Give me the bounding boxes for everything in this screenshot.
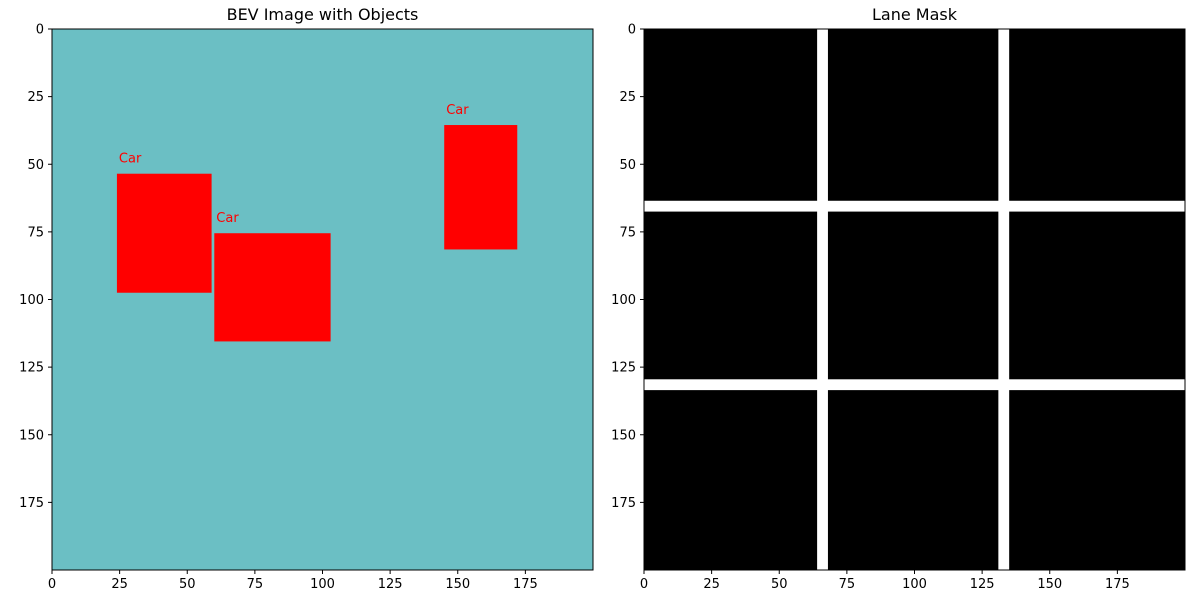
lane-mask-panel: 0 25 50 75 100 125 150 175 0 25 50 75 100 125 150 175 La…	[611, 5, 1186, 592]
x-tick-label: 125	[378, 577, 403, 592]
car-label: Car	[119, 152, 142, 167]
x-tick-label: 75	[247, 577, 264, 592]
x-tick-label: 25	[703, 577, 720, 592]
y-tick-label: 150	[611, 428, 636, 443]
y-tick-label: 75	[619, 225, 636, 240]
car-box	[214, 233, 331, 342]
x-tick-label: 25	[111, 577, 128, 592]
vertical-lane-line	[998, 29, 1010, 570]
y-tick-label: 100	[19, 293, 44, 308]
y-tick-label: 25	[619, 90, 636, 105]
y-tick-label: 75	[27, 225, 44, 240]
horizontal-lane-line	[644, 200, 1185, 212]
x-tick-label: 100	[902, 577, 927, 592]
x-tick-label: 0	[48, 577, 56, 592]
y-tick-label: 175	[19, 496, 44, 511]
y-tick-label: 25	[27, 90, 44, 105]
car-box	[444, 125, 518, 250]
bev-image-panel: Car Car Car 0 25 50 75 100 125 150 175 0 25 50 75 100 12…	[19, 5, 594, 592]
car-label: Car	[216, 211, 239, 226]
x-tick-label: 175	[1105, 577, 1130, 592]
horizontal-lane-line	[644, 379, 1185, 391]
chart-title: BEV Image with Objects	[227, 5, 419, 24]
x-tick-label: 175	[513, 577, 538, 592]
y-tick-label: 150	[19, 428, 44, 443]
chart-title: Lane Mask	[872, 5, 958, 24]
y-tick-label: 50	[27, 158, 44, 173]
y-tick-label: 100	[611, 293, 636, 308]
y-tick-label: 175	[611, 496, 636, 511]
x-tick-label: 50	[179, 577, 196, 592]
y-tick-label: 50	[619, 158, 636, 173]
x-tick-label: 100	[310, 577, 335, 592]
x-tick-label: 125	[970, 577, 995, 592]
y-tick-label: 125	[19, 361, 44, 376]
y-tick-label: 0	[628, 23, 636, 38]
x-tick-label: 0	[640, 577, 648, 592]
y-tick-label: 125	[611, 361, 636, 376]
y-tick-label: 0	[36, 23, 44, 38]
image-background	[644, 29, 1185, 570]
car-box	[116, 173, 212, 293]
vertical-lane-line	[817, 29, 828, 570]
x-tick-label: 75	[839, 577, 856, 592]
car-label: Car	[446, 103, 469, 118]
x-tick-label: 50	[771, 577, 788, 592]
x-tick-label: 150	[445, 577, 470, 592]
x-tick-label: 150	[1037, 577, 1062, 592]
